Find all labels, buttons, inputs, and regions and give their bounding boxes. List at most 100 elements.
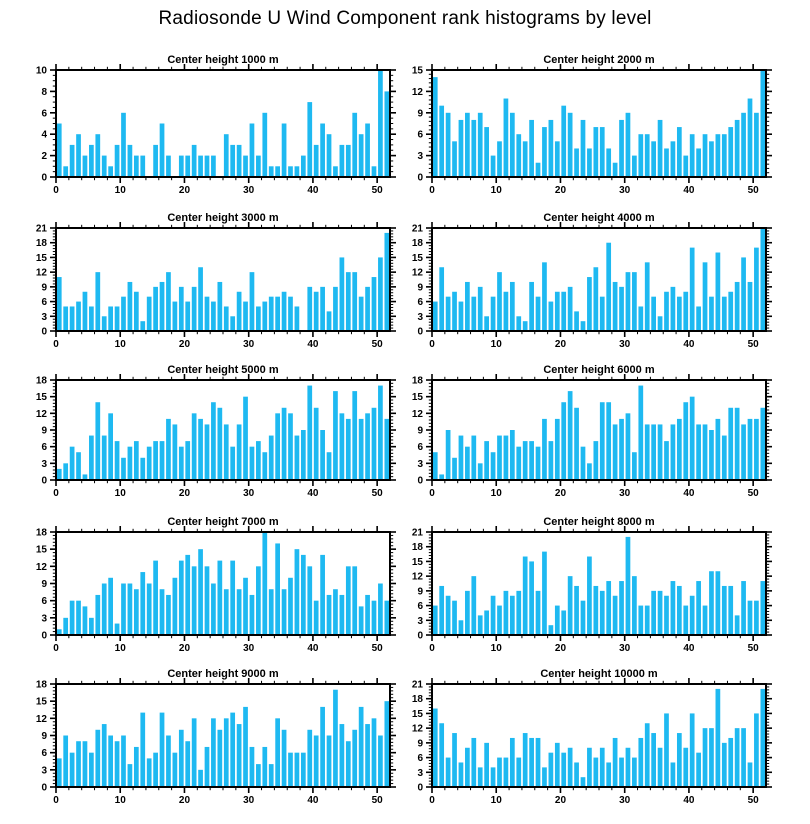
bar [760,407,766,480]
bar [619,581,624,635]
bar [741,581,746,635]
y-tick-label: 6 [41,108,47,119]
bar [371,277,377,331]
y-tick-label: 0 [417,631,423,642]
bar [198,155,203,177]
bar [313,144,319,177]
bar [153,144,158,177]
bar [754,247,759,331]
bar [644,723,650,787]
bar [288,166,293,177]
y-tick-label: 3 [41,765,47,776]
bar [243,396,248,480]
bar [593,441,599,480]
bar [612,737,618,787]
bar [63,735,69,787]
bar [211,155,216,177]
bar [326,452,332,480]
x-tick-label: 0 [429,488,435,499]
bar [191,413,197,480]
bar [204,746,210,787]
bar [121,296,126,331]
bar [452,291,457,331]
bar [709,728,714,787]
x-tick-label: 0 [53,339,59,350]
bar [612,281,618,331]
bar [345,566,351,635]
bar [542,127,547,177]
bar [69,752,75,787]
bar [522,441,528,480]
y-tick-label: 18 [36,528,48,539]
bar [516,590,522,635]
x-tick-label: 50 [748,339,760,350]
bar [384,232,390,331]
bar [76,134,81,177]
bar [741,728,746,787]
y-tick-label: 0 [41,476,47,487]
bar [599,296,605,331]
bar [484,610,489,635]
bar [709,296,714,331]
bar [185,155,191,177]
bar [326,594,332,635]
bar [320,123,325,177]
bar [288,413,293,480]
bar [101,435,107,480]
bar [172,577,178,635]
y-tick-label: 6 [41,297,47,308]
axes-ticks: 0 10 20 30 40 50 0 3 6 9 12 15 18 21 [412,526,772,654]
bar [333,689,338,787]
bar [191,718,197,787]
bar [358,606,364,635]
bar [108,735,113,787]
bar [204,424,210,480]
bar [561,402,567,480]
bar [439,723,445,787]
panel-8: Center height 8000 m 0 10 20 30 40 50 0 3 6 9 12 15 1… [412,516,772,654]
bar [587,277,592,331]
y-tick-label: 18 [412,542,424,553]
bar [69,446,75,480]
panel-2: Center height 2000 m 0 10 20 30 40 50 0 3 6 9 12 15 [412,54,772,196]
bar [709,571,714,635]
bar [358,706,364,787]
x-tick-label: 40 [307,339,319,350]
bar [378,257,383,331]
y-tick-label: 6 [417,130,423,141]
bar [114,306,120,331]
bar [689,396,695,480]
bar [497,435,502,480]
bar [503,435,509,480]
bar [638,306,644,331]
bar [101,724,107,787]
y-tick-label: 10 [36,66,48,77]
bar [554,605,560,635]
x-tick-label: 10 [115,339,127,350]
x-tick-label: 50 [372,643,384,654]
bar [101,316,107,331]
bar [535,737,541,787]
bar [82,291,88,331]
bar [670,581,676,635]
bar [452,141,457,177]
bar [204,296,210,331]
bars [432,70,766,177]
bar [378,70,383,177]
bar [709,430,714,480]
bar [371,718,377,787]
bar [365,594,370,635]
bar [445,430,451,480]
panel-7: Center height 7000 m 0 10 20 30 40 50 0 3 6 9 12 15 1… [36,516,396,654]
x-tick-label: 0 [53,643,59,654]
bar [198,549,203,635]
bar [734,728,740,787]
x-tick-label: 20 [179,185,191,196]
bar [747,600,753,635]
bar [535,162,541,177]
bar [529,561,534,635]
bar [664,713,669,787]
bar [741,112,746,177]
bar [371,407,377,480]
